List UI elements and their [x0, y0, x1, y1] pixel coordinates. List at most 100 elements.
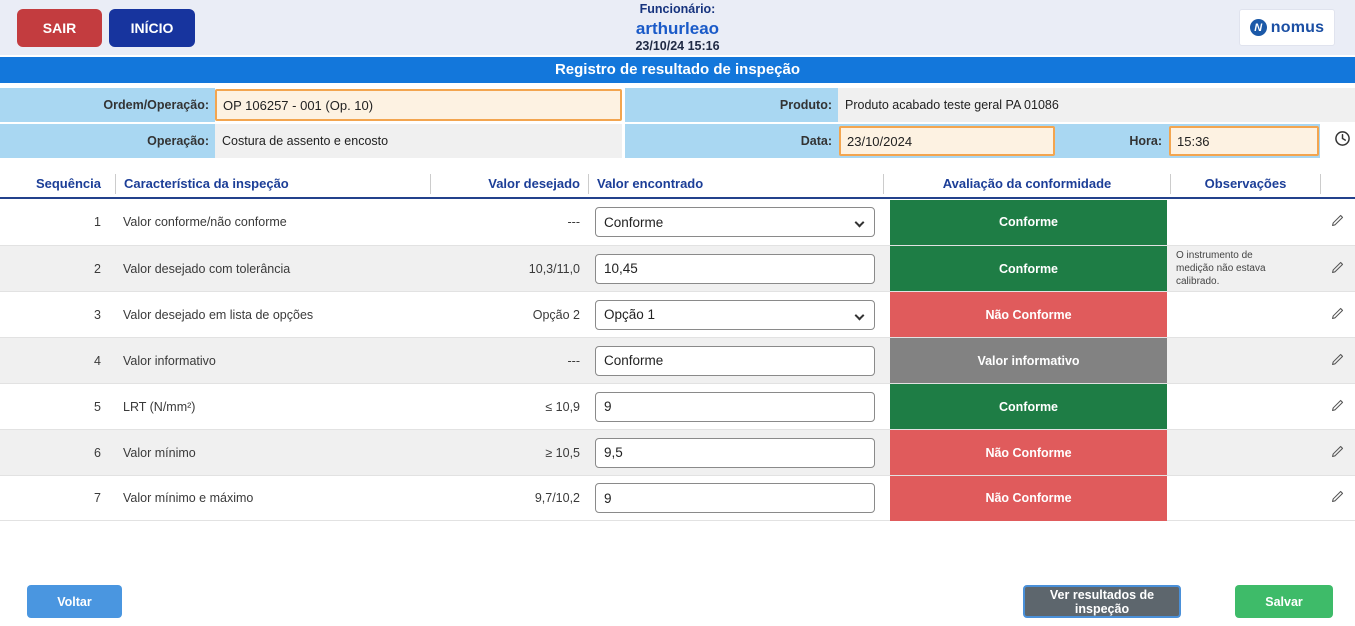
- pencil-icon: [1331, 445, 1344, 461]
- header-edit-spacer: [1320, 174, 1355, 194]
- header-observacoes: Observações: [1170, 174, 1320, 194]
- table-row: 2 Valor desejado com tolerância 10,3/11,…: [0, 245, 1355, 291]
- header-valor-desejado: Valor desejado: [430, 174, 588, 194]
- inicio-button[interactable]: INÍCIO: [109, 8, 195, 47]
- footer-actions: Voltar Ver resultados de inspeção Salvar: [0, 585, 1355, 618]
- pencil-icon: [1331, 399, 1344, 415]
- row-sequence: 2: [94, 261, 101, 276]
- header-valor-encontrado: Valor encontrado: [588, 174, 883, 194]
- table-row: 5 LRT (N/mm²) ≤ 10,9 Conforme: [0, 383, 1355, 429]
- conformity-status-badge: Não Conforme: [890, 475, 1167, 521]
- found-value-select[interactable]: Conforme: [595, 207, 875, 237]
- conformity-status-badge: Conforme: [890, 246, 1167, 291]
- pencil-icon: [1331, 307, 1344, 323]
- edit-observation-button[interactable]: [1320, 384, 1355, 430]
- session-datetime: 23/10/24 15:16: [635, 38, 720, 53]
- sair-button[interactable]: SAIR: [17, 8, 102, 47]
- row-found-value-cell: Conforme: [588, 207, 883, 237]
- row-found-value-cell: [588, 391, 883, 422]
- found-value-select-wrap: Opção 1: [588, 299, 875, 330]
- clock-cell: [1320, 124, 1355, 158]
- form-row-2: Operação: Costura de assento e encosto D…: [0, 124, 1355, 158]
- produto-label: Produto:: [625, 88, 838, 122]
- edit-observation-button[interactable]: [1320, 430, 1355, 476]
- nomus-n-icon: N: [1249, 19, 1267, 36]
- page-title: Registro de resultado de inspeção: [0, 57, 1355, 83]
- row-desired-value: ---: [567, 215, 581, 229]
- row-observation-cell: O instrumento de medição não estava cali…: [1170, 246, 1320, 292]
- found-value-select-wrap: Conforme: [588, 207, 875, 237]
- row-sequence: 3: [94, 307, 101, 322]
- row-characteristic: LRT (N/mm²): [123, 399, 196, 414]
- conformity-status-badge: Não Conforme: [890, 292, 1167, 337]
- hora-input[interactable]: [1169, 126, 1319, 156]
- funcionario-label: Funcionário:: [639, 2, 716, 16]
- salvar-button[interactable]: Salvar: [1235, 585, 1333, 618]
- row-evaluation-cell: Valor informativo: [883, 338, 1170, 384]
- row-observation-text: O instrumento de medição não estava cali…: [1176, 250, 1266, 287]
- operacao-value: Costura de assento e encosto: [215, 124, 622, 158]
- row-characteristic: Valor mínimo: [123, 445, 196, 460]
- row-observation-cell: [1170, 430, 1320, 476]
- row-evaluation-cell: Conforme: [883, 384, 1170, 430]
- inspection-table: Sequência Característica da inspeção Val…: [0, 171, 1355, 521]
- pencil-icon: [1331, 353, 1344, 369]
- edit-observation-button[interactable]: [1320, 292, 1355, 338]
- row-desired-value: 10,3/11,0: [528, 261, 580, 276]
- row-found-value-cell: Opção 1: [588, 299, 883, 330]
- row-desired-value: ---: [567, 353, 581, 368]
- found-value-input[interactable]: [595, 345, 875, 376]
- found-value-input[interactable]: [595, 437, 875, 468]
- found-value-input[interactable]: [595, 253, 875, 284]
- found-value-input[interactable]: [595, 483, 875, 513]
- row-evaluation-cell: Não Conforme: [883, 475, 1170, 521]
- ver-resultados-button[interactable]: Ver resultados de inspeção: [1023, 585, 1181, 618]
- table-row: 4 Valor informativo --- Valor informativ…: [0, 337, 1355, 383]
- row-evaluation-cell: Conforme: [883, 199, 1170, 245]
- conformity-status-badge: Conforme: [890, 384, 1167, 429]
- edit-observation-button[interactable]: [1320, 246, 1355, 292]
- row-evaluation-cell: Conforme: [883, 246, 1170, 292]
- row-desired-value: ≥ 10,5: [545, 445, 580, 460]
- row-observation-cell: [1170, 292, 1320, 338]
- pencil-icon: [1331, 261, 1344, 277]
- row-evaluation-cell: Não Conforme: [883, 430, 1170, 476]
- found-value-select[interactable]: Opção 1: [595, 299, 875, 330]
- row-characteristic: Valor desejado em lista de opções: [123, 307, 314, 322]
- ordem-operacao-input[interactable]: [215, 89, 622, 121]
- row-desired-value: ≤ 10,9: [545, 399, 580, 414]
- hora-label: Hora:: [1056, 124, 1168, 158]
- row-characteristic: Valor desejado com tolerância: [123, 261, 291, 276]
- row-desired-value: 9,7/10,2: [534, 491, 580, 505]
- nomus-logo-text: nomus: [1270, 18, 1325, 36]
- conformity-status-badge: Conforme: [890, 199, 1167, 245]
- row-sequence: 4: [94, 353, 101, 368]
- row-sequence: 5: [94, 399, 101, 414]
- voltar-button[interactable]: Voltar: [27, 585, 122, 618]
- funcionario-name: arthurleao: [635, 18, 720, 38]
- ordem-operacao-cell: [215, 88, 622, 122]
- found-value-input[interactable]: [595, 391, 875, 422]
- table-header-row: Sequência Característica da inspeção Val…: [0, 171, 1355, 199]
- top-bar: SAIR INÍCIO Funcionário: arthurleao 23/1…: [0, 0, 1355, 55]
- row-desired-value: Opção 2: [532, 307, 580, 322]
- ordem-operacao-label: Ordem/Operação:: [0, 88, 215, 122]
- edit-observation-button[interactable]: [1320, 199, 1355, 245]
- row-found-value-cell: [588, 483, 883, 513]
- row-evaluation-cell: Não Conforme: [883, 292, 1170, 338]
- data-input[interactable]: [839, 126, 1055, 156]
- data-label: Data:: [625, 124, 838, 158]
- hora-cell: [1168, 124, 1320, 158]
- produto-value: Produto acabado teste geral PA 01086: [838, 88, 1355, 122]
- row-found-value-cell: [588, 437, 883, 468]
- table-row: 1 Valor conforme/não conforme --- Confor…: [0, 199, 1355, 245]
- row-observation-cell: [1170, 338, 1320, 384]
- edit-observation-button[interactable]: [1320, 338, 1355, 384]
- pencil-icon: [1331, 214, 1344, 230]
- nomus-logo: N nomus: [1239, 9, 1335, 46]
- edit-observation-button[interactable]: [1320, 475, 1355, 521]
- clock-icon[interactable]: [1334, 130, 1351, 152]
- table-row: 6 Valor mínimo ≥ 10,5 Não Conforme: [0, 429, 1355, 475]
- row-sequence: 7: [94, 491, 101, 505]
